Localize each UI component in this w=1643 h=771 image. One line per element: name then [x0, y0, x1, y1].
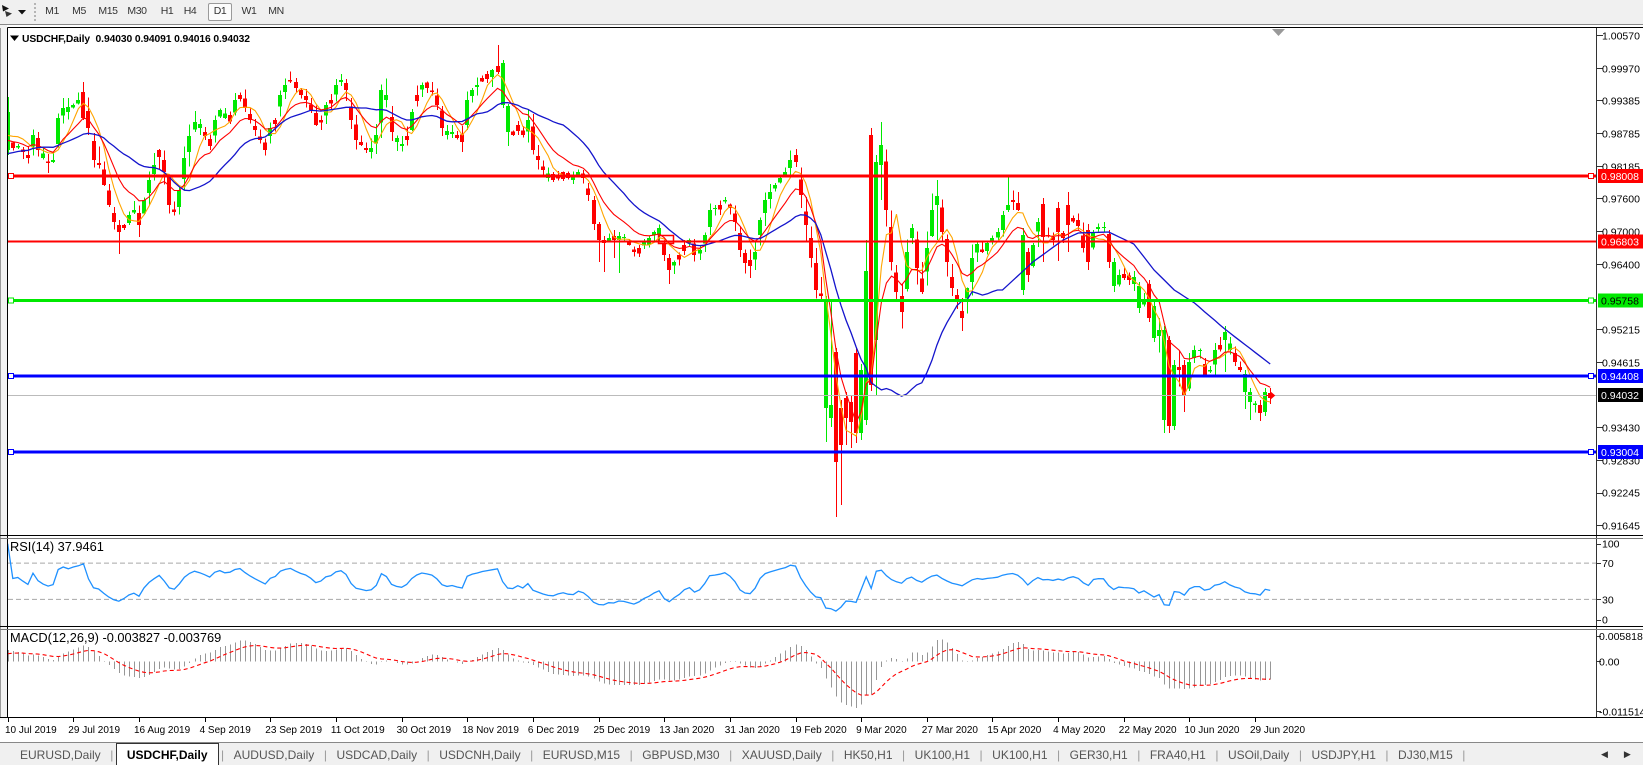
svg-text:0.91645: 0.91645: [1602, 521, 1640, 533]
svg-text:18 Nov 2019: 18 Nov 2019: [462, 725, 519, 736]
svg-text:4 Sep 2019: 4 Sep 2019: [200, 725, 252, 736]
svg-text:0.92245: 0.92245: [1602, 488, 1640, 500]
svg-text:0.005818: 0.005818: [1599, 631, 1643, 643]
svg-text:0.96400: 0.96400: [1602, 259, 1640, 271]
svg-text:0.95758: 0.95758: [1601, 296, 1639, 308]
svg-text:25 Dec 2019: 25 Dec 2019: [594, 725, 651, 736]
svg-text:22 May 2020: 22 May 2020: [1119, 725, 1177, 736]
svg-text:100: 100: [1602, 539, 1620, 551]
svg-text:9 Mar 2020: 9 Mar 2020: [856, 725, 907, 736]
svg-text:11 Oct 2019: 11 Oct 2019: [331, 725, 385, 736]
svg-text:0.97600: 0.97600: [1602, 194, 1640, 206]
svg-text:29 Jun 2020: 29 Jun 2020: [1250, 725, 1305, 736]
svg-text:RSI(14) 37.9461: RSI(14) 37.9461: [10, 539, 104, 554]
svg-text:13 Jan 2020: 13 Jan 2020: [659, 725, 714, 736]
svg-text:19 Feb 2020: 19 Feb 2020: [791, 725, 848, 736]
svg-text:USDCHF,Daily 0.94030 0.94091: USDCHF,Daily 0.94030 0.94091 0.94016 0.9…: [22, 34, 250, 45]
svg-text:70: 70: [1602, 558, 1614, 570]
svg-text:0.99385: 0.99385: [1602, 96, 1640, 108]
svg-text:0.94408: 0.94408: [1601, 371, 1639, 383]
svg-text:27 Mar 2020: 27 Mar 2020: [922, 725, 979, 736]
svg-text:0.94032: 0.94032: [1601, 390, 1639, 402]
svg-text:16 Aug 2019: 16 Aug 2019: [134, 725, 191, 736]
svg-text:0.00: 0.00: [1599, 656, 1620, 668]
svg-text:1.00570: 1.00570: [1602, 30, 1640, 42]
svg-text:30: 30: [1602, 594, 1614, 606]
svg-text:-0.011514: -0.011514: [1599, 706, 1643, 718]
svg-text:0.98785: 0.98785: [1602, 128, 1640, 140]
svg-text:10 Jul 2019: 10 Jul 2019: [5, 725, 57, 736]
svg-text:0: 0: [1602, 615, 1608, 627]
svg-text:31 Jan 2020: 31 Jan 2020: [725, 725, 780, 736]
svg-text:10 Jun 2020: 10 Jun 2020: [1184, 725, 1239, 736]
svg-text:23 Sep 2019: 23 Sep 2019: [265, 725, 322, 736]
svg-text:30 Oct 2019: 30 Oct 2019: [397, 725, 452, 736]
svg-text:0.95215: 0.95215: [1602, 324, 1640, 336]
svg-text:15 Apr 2020: 15 Apr 2020: [987, 725, 1041, 736]
svg-text:0.94615: 0.94615: [1602, 357, 1640, 369]
svg-text:0.93430: 0.93430: [1602, 423, 1640, 435]
svg-text:0.93004: 0.93004: [1601, 447, 1639, 459]
svg-text:MACD(12,26,9) -0.003827 -0.003: MACD(12,26,9) -0.003827 -0.003769: [10, 630, 221, 645]
svg-text:29 Jul 2019: 29 Jul 2019: [68, 725, 120, 736]
svg-text:6 Dec 2019: 6 Dec 2019: [528, 725, 580, 736]
svg-text:0.98008: 0.98008: [1601, 171, 1639, 183]
svg-text:4 May 2020: 4 May 2020: [1053, 725, 1106, 736]
svg-text:0.96803: 0.96803: [1601, 237, 1639, 249]
svg-text:0.99970: 0.99970: [1602, 63, 1640, 75]
